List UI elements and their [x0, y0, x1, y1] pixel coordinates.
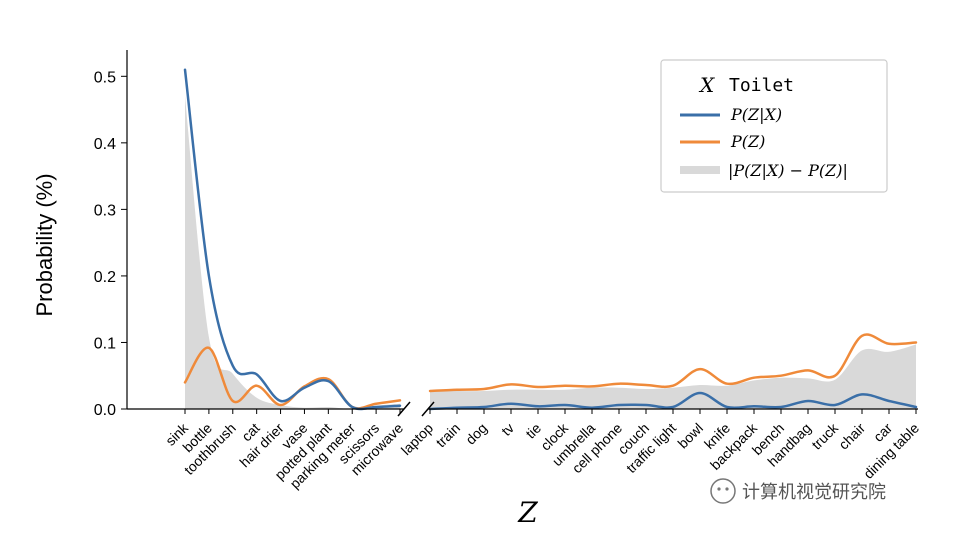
y-tick-label: 0.5	[94, 69, 116, 86]
legend-entry-pzx: P(Z|X)	[730, 105, 782, 124]
x-tick-label: laptop	[398, 420, 436, 458]
legend: X Toilet P(Z|X) P(Z) |P(Z|X) − P(Z)|	[660, 59, 888, 193]
difference-area-segment-2	[430, 344, 916, 409]
legend-swatch-diff	[680, 166, 720, 174]
x-axis-label: Z	[517, 496, 538, 529]
x-tick-label: tv	[498, 420, 517, 439]
x-tick-label: truck	[808, 419, 841, 452]
y-tick-label: 0.3	[94, 202, 116, 219]
axis-break-mark-right	[421, 401, 435, 417]
series-lines-layer	[183, 68, 918, 411]
legend-title-value: Toilet	[729, 75, 794, 96]
wechat-icon	[710, 478, 736, 504]
y-axis-label: Probability (%)	[32, 173, 57, 316]
wechat-icon-dot	[717, 487, 721, 491]
difference-fill-layer	[185, 96, 916, 410]
y-tick-label: 0.4	[94, 136, 116, 153]
watermark: 计算机视觉研究院	[710, 478, 886, 504]
watermark-text: 计算机视觉研究院	[742, 482, 886, 503]
x-tick-label: chair	[835, 420, 868, 453]
series-pz-line-segment-2	[428, 333, 918, 393]
series-pzx-line-segment-1	[183, 68, 402, 411]
y-tick-label: 0.0	[94, 402, 116, 419]
legend-entry-pz: P(Z)	[730, 132, 765, 151]
legend-entry-diff: |P(Z|X) − P(Z)|	[728, 161, 848, 180]
legend-frame	[660, 59, 888, 193]
y-tick-label: 0.1	[94, 335, 116, 352]
series-pzx-line-segment-2	[428, 391, 918, 411]
x-tick-label: bowl	[674, 420, 706, 452]
wechat-icon-dot2	[725, 487, 729, 491]
x-tick-label: dog	[462, 420, 490, 448]
x-tick-label: train	[433, 420, 464, 451]
difference-area-segment-1	[185, 96, 400, 410]
y-tick-label: 0.2	[94, 269, 116, 286]
legend-title-variable: X	[698, 73, 715, 97]
